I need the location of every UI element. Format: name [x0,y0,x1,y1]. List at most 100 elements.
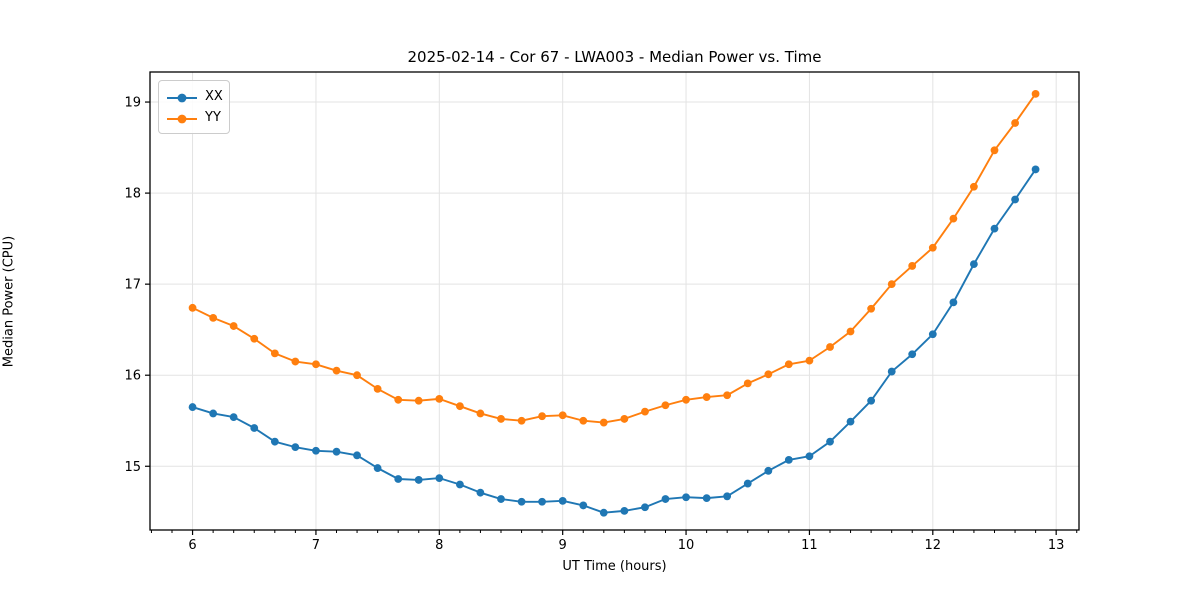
legend-item-yy: YY [166,107,221,128]
data-point-yy [949,214,958,223]
data-point-xx [291,443,300,452]
data-point-xx [949,298,958,307]
y-tick-label: 17 [124,278,141,293]
data-point-xx [517,497,526,506]
data-point-yy [394,395,403,404]
legend-label: XX [205,88,223,104]
data-point-yy [373,384,382,393]
data-point-xx [846,417,855,426]
x-tick-label: 7 [312,538,320,553]
x-axis-label: UT Time (hours) [562,559,667,574]
data-point-yy [476,409,485,418]
x-tick-label: 12 [925,538,942,553]
data-point-xx [620,506,629,515]
data-point-xx [270,437,279,446]
data-point-yy [826,343,834,351]
data-point-xx [476,488,485,497]
data-point-yy [188,303,197,312]
data-point-xx [599,508,608,517]
data-point-yy [723,391,732,400]
data-point-xx [867,396,876,405]
data-point-yy [435,394,444,403]
data-point-xx [188,403,197,411]
x-tick-label: 6 [188,538,196,553]
data-point-yy [558,411,567,420]
data-point-xx [456,480,464,489]
data-point-xx [969,260,978,269]
data-point-xx [641,503,649,512]
data-point-xx [579,501,588,510]
data-point-yy [661,401,670,410]
data-point-xx [312,446,320,455]
data-point-yy [1031,89,1040,98]
data-point-yy [702,393,711,401]
data-point-xx [332,447,341,456]
data-point-xx [702,494,711,503]
data-point-xx [723,492,732,501]
data-point-yy [209,313,218,322]
data-point-yy [312,360,320,369]
data-point-yy [969,182,978,191]
data-point-xx [558,496,567,505]
data-point-yy [805,356,814,365]
data-point-yy [846,327,855,336]
data-point-yy [620,415,629,423]
legend-line-marker-icon [166,111,198,125]
data-point-yy [743,379,752,388]
data-point-yy [682,395,690,404]
y-tick-label: 15 [124,460,141,475]
data-point-yy [456,402,464,411]
chart-title: 2025-02-14 - Cor 67 - LWA003 - Median Po… [407,48,822,66]
data-point-yy [928,243,937,252]
y-axis-label: Median Power (CPU) [1,235,17,368]
data-point-xx [373,464,382,472]
legend-item-xx: XX [166,86,223,107]
data-point-xx [1011,195,1019,204]
data-point-xx [887,367,896,376]
data-point-xx [353,451,361,460]
data-point-yy [538,412,546,421]
data-point-yy [229,322,238,330]
data-point-xx [682,493,690,502]
data-point-xx [229,413,238,421]
data-point-yy [641,407,649,416]
x-tick-label: 13 [1048,538,1065,553]
y-tick-label: 19 [124,96,141,111]
data-point-yy [764,370,773,379]
data-point-xx [826,437,834,446]
data-point-xx [414,476,423,484]
data-point-xx [805,452,814,461]
y-tick-label: 16 [124,369,141,384]
data-point-yy [270,349,279,358]
legend-label: YY [205,109,221,125]
data-point-yy [887,280,896,289]
data-point-xx [928,330,937,339]
data-point-yy [332,366,341,375]
x-tick-label: 10 [678,538,695,553]
data-point-xx [764,466,773,475]
data-point-xx [394,475,403,483]
x-tick-label: 9 [559,538,567,553]
legend-line-marker-icon [166,90,198,104]
data-point-yy [291,357,300,366]
data-point-xx [538,497,546,506]
data-point-xx [209,409,218,418]
data-point-xx [661,495,670,503]
y-tick-label: 18 [124,187,141,202]
series-line-yy [191,92,1037,424]
data-point-xx [908,350,917,359]
series-line-xx [191,168,1037,514]
x-tick-label: 11 [801,538,818,553]
plot-border [149,71,1080,531]
x-tick-label: 8 [435,538,443,553]
data-point-xx [250,424,259,432]
data-point-xx [784,455,793,464]
data-point-xx [990,224,999,233]
data-point-xx [1031,165,1040,174]
data-point-yy [414,396,423,405]
data-point-yy [517,416,526,425]
data-point-xx [435,474,444,482]
data-point-yy [497,415,505,423]
